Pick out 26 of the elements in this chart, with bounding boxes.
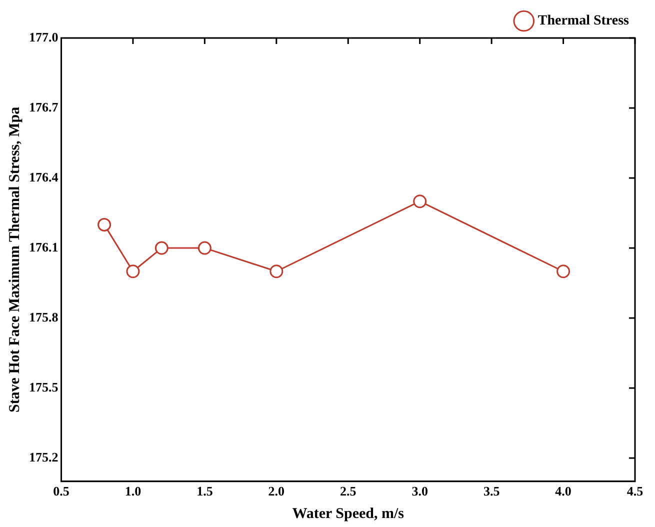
y-axis-title: Stave Hot Face Maximum Thermal Stress, Mpa (6, 106, 23, 413)
legend-label: Thermal Stress (538, 14, 630, 29)
x-tick-label: 4.5 (626, 484, 644, 499)
x-tick-label: 1.0 (124, 484, 142, 499)
point (154, 241, 168, 255)
point (556, 264, 570, 278)
x-tick-label: 2.5 (340, 484, 357, 499)
y-tick-label: 176.1 (29, 239, 58, 254)
x-axis-title: Water Speed, m/s (292, 506, 404, 522)
x-tick-label: 0.5 (53, 484, 70, 499)
y-tick-label: 176.4 (29, 169, 59, 184)
y-tick-label: 175.5 (29, 379, 59, 394)
point (413, 194, 427, 208)
point (98, 218, 112, 232)
point (270, 264, 284, 278)
x-tick-label: 3.0 (412, 484, 428, 499)
x-tick-label: 3.5 (483, 484, 500, 499)
y-tick-label: 176.7 (29, 99, 59, 114)
y-tick-label: 175.8 (29, 309, 59, 324)
x-tick-label: 4.0 (555, 484, 572, 499)
point (198, 241, 212, 255)
x-tick-label: 1.5 (196, 484, 214, 499)
point (126, 264, 140, 278)
y-tick-label: 175.2 (29, 449, 58, 464)
x-tick-label: 2.0 (268, 484, 285, 499)
y-tick-label: 177.0 (29, 29, 58, 44)
